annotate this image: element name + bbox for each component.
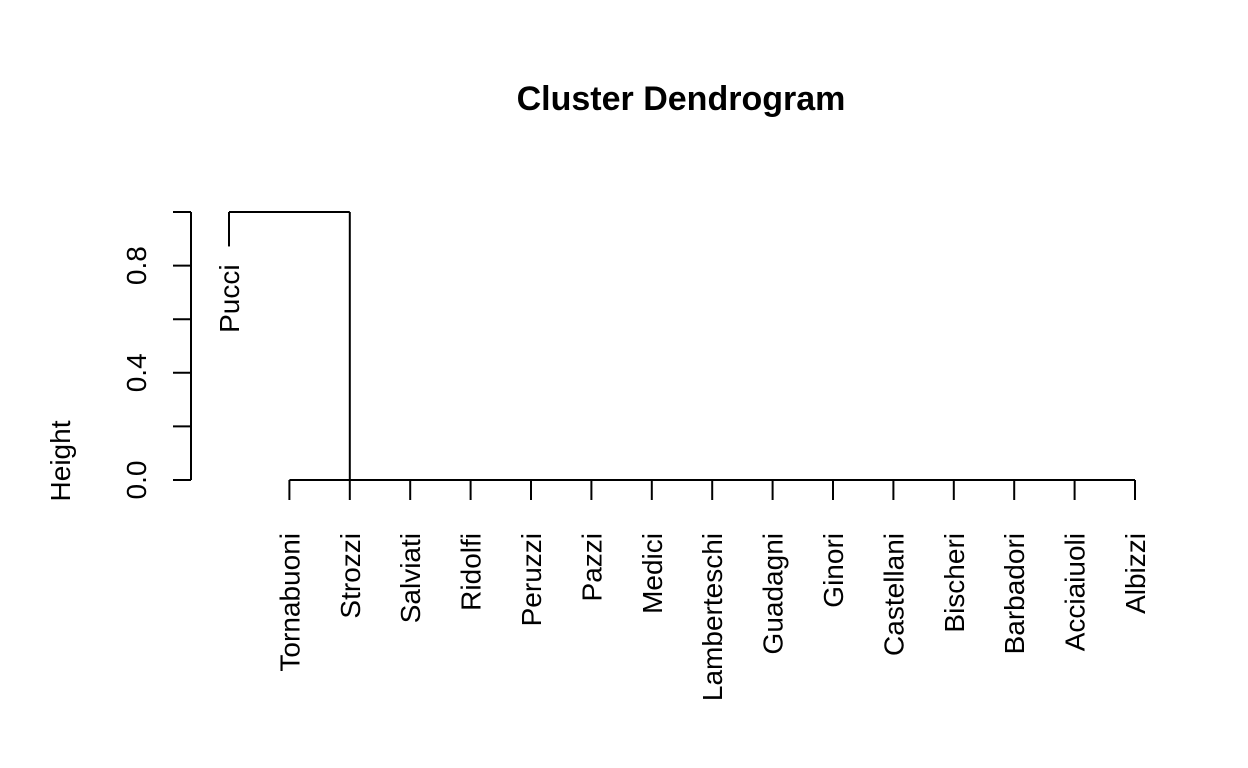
leaf-label-medici: Medici <box>637 533 668 614</box>
y-tick-label: 0.0 <box>121 461 152 500</box>
leaf-label-bischeri: Bischeri <box>939 533 970 633</box>
leaf-label-pazzi: Pazzi <box>576 533 607 601</box>
dendrogram-tree <box>228 211 1136 500</box>
leaf-label-castellani: Castellani <box>878 533 909 656</box>
leaf-label-barbadori: Barbadori <box>999 533 1030 654</box>
leaf-label-ridolfi: Ridolfi <box>456 533 487 611</box>
leaf-label-lamberteschi: Lamberteschi <box>697 533 728 701</box>
leaf-label-ginori: Ginori <box>818 533 849 608</box>
y-axis: 0.0 0.4 0.8 <box>121 211 192 500</box>
leaf-label-salviati: Salviati <box>395 533 426 623</box>
y-axis-label: Height <box>45 420 76 501</box>
y-tick-label: 0.8 <box>121 246 152 285</box>
leaf-label-peruzzi: Peruzzi <box>516 533 547 626</box>
leaf-labels: Pucci Tornabuoni Strozzi Salviati Ridolfi Per… <box>214 264 1151 701</box>
chart-title: Cluster Dendrogram <box>517 80 846 118</box>
leaf-label-strozzi: Strozzi <box>335 533 366 619</box>
leaf-label-acciaiuoli: Acciaiuoli <box>1060 533 1091 651</box>
y-tick-label: 0.4 <box>121 353 152 392</box>
leaf-label-pucci: Pucci <box>214 264 245 332</box>
leaf-label-albizzi: Albizzi <box>1120 533 1151 614</box>
leaf-label-guadagni: Guadagni <box>758 533 789 654</box>
leaf-label-tornabuoni: Tornabuoni <box>274 533 305 672</box>
